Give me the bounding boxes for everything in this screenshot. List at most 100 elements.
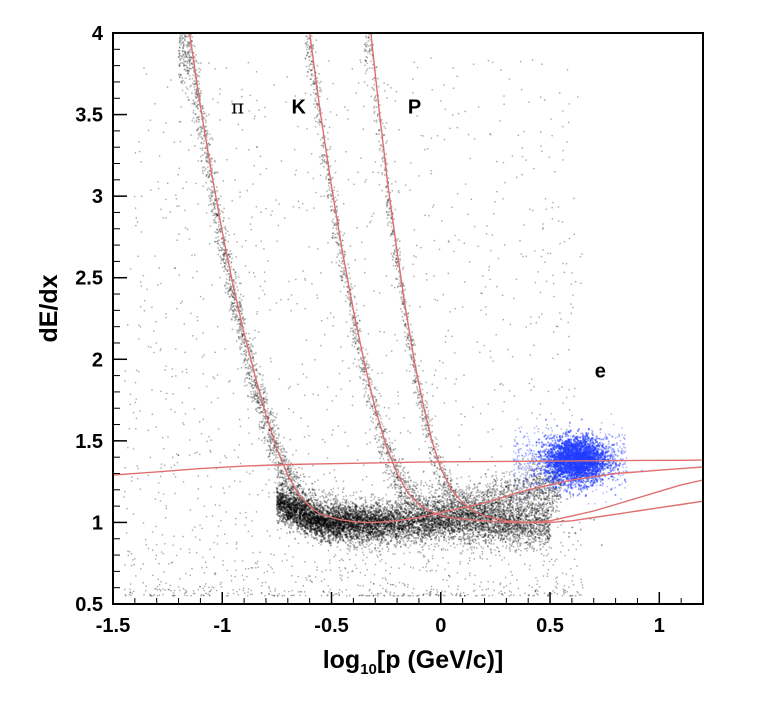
scatter-point — [304, 561, 305, 562]
scatter-point — [216, 186, 218, 188]
scatter-point — [292, 465, 294, 467]
scatter-point — [190, 595, 191, 596]
scatter-point — [460, 593, 461, 594]
scatter-point — [371, 542, 373, 544]
scatter-point — [330, 499, 332, 501]
scatter-point — [212, 158, 214, 160]
scatter-point — [467, 214, 468, 215]
scatter-point — [520, 555, 521, 556]
scatter-point — [464, 281, 465, 282]
scatter-point — [376, 120, 377, 121]
scatter-point — [223, 217, 225, 219]
scatter-point — [432, 555, 434, 557]
scatter-point — [231, 580, 232, 581]
scatter-point — [504, 401, 505, 402]
scatter-point — [347, 553, 349, 555]
scatter-point — [244, 345, 246, 347]
scatter-point — [430, 570, 431, 571]
scatter-point — [490, 357, 491, 358]
scatter-point — [249, 375, 251, 377]
scatter-point — [504, 592, 505, 593]
scatter-point — [305, 279, 306, 280]
scatter-point — [199, 525, 200, 526]
scatter-point — [549, 498, 551, 500]
scatter-point — [234, 576, 235, 577]
scatter-point — [454, 383, 455, 384]
scatter-point — [579, 522, 580, 523]
scatter-point — [327, 98, 328, 99]
scatter-point — [418, 595, 419, 596]
scatter-point — [451, 336, 452, 337]
scatter-point — [175, 348, 176, 349]
scatter-point — [307, 172, 308, 173]
scatter-point — [238, 336, 240, 338]
scatter-point — [195, 96, 197, 98]
scatter-point — [492, 429, 493, 430]
scatter-point — [383, 541, 385, 543]
scatter-point — [428, 488, 430, 490]
scatter-point — [466, 486, 468, 488]
scatter-point — [242, 129, 243, 130]
scatter-point — [347, 548, 349, 550]
scatter-point — [297, 476, 299, 478]
scatter-point — [569, 409, 570, 410]
scatter-point — [355, 554, 357, 556]
scatter-point — [398, 537, 400, 539]
scatter-point — [293, 206, 294, 207]
scatter-point — [190, 313, 191, 314]
scatter-point — [404, 564, 405, 565]
scatter-point — [449, 311, 450, 312]
scatter-point — [270, 214, 271, 215]
scatter-point — [124, 564, 125, 565]
scatter-point — [501, 492, 503, 494]
scatter-point — [543, 565, 544, 566]
scatter-point — [354, 346, 355, 347]
scatter-point — [223, 564, 224, 565]
scatter-point — [198, 589, 199, 590]
scatter-point — [214, 557, 215, 558]
scatter-point — [546, 281, 547, 282]
scatter-point — [410, 432, 411, 433]
scatter-point — [432, 558, 433, 559]
scatter-point — [523, 224, 524, 225]
scatter-point — [152, 575, 153, 576]
scatter-point — [204, 506, 205, 507]
scatter-point — [225, 511, 226, 512]
scatter-point — [503, 95, 504, 96]
scatter-point — [525, 472, 527, 474]
scatter-point — [237, 368, 239, 370]
scatter-point — [282, 445, 284, 447]
scatter-point — [385, 494, 387, 496]
scatter-point — [180, 62, 182, 64]
scatter-point — [288, 591, 289, 592]
scatter-point — [353, 492, 354, 493]
scatter-point — [146, 585, 147, 586]
scatter-point — [340, 570, 341, 571]
scatter-point — [234, 480, 235, 481]
scatter-point — [179, 77, 181, 79]
scatter-point — [256, 100, 257, 101]
scatter-point — [180, 548, 181, 549]
scatter-point — [380, 593, 381, 594]
scatter-point — [486, 314, 487, 315]
scatter-point — [467, 594, 468, 595]
scatter-point — [189, 552, 190, 553]
scatter-point — [365, 546, 367, 548]
scatter-point — [430, 57, 431, 58]
scatter-point — [438, 545, 440, 547]
scatter-point — [337, 494, 339, 496]
scatter-point — [136, 418, 137, 419]
scatter-point — [341, 389, 342, 390]
scatter-point — [563, 591, 564, 592]
scatter-point — [513, 490, 515, 492]
scatter-point — [364, 65, 365, 66]
scatter-point — [191, 255, 192, 256]
scatter-point — [161, 551, 162, 552]
scatter-point — [463, 375, 464, 376]
scatter-point — [176, 454, 177, 455]
scatter-point — [273, 424, 275, 426]
scatter-point — [194, 86, 196, 88]
scatter-point — [138, 256, 139, 257]
scatter-point — [197, 320, 198, 321]
